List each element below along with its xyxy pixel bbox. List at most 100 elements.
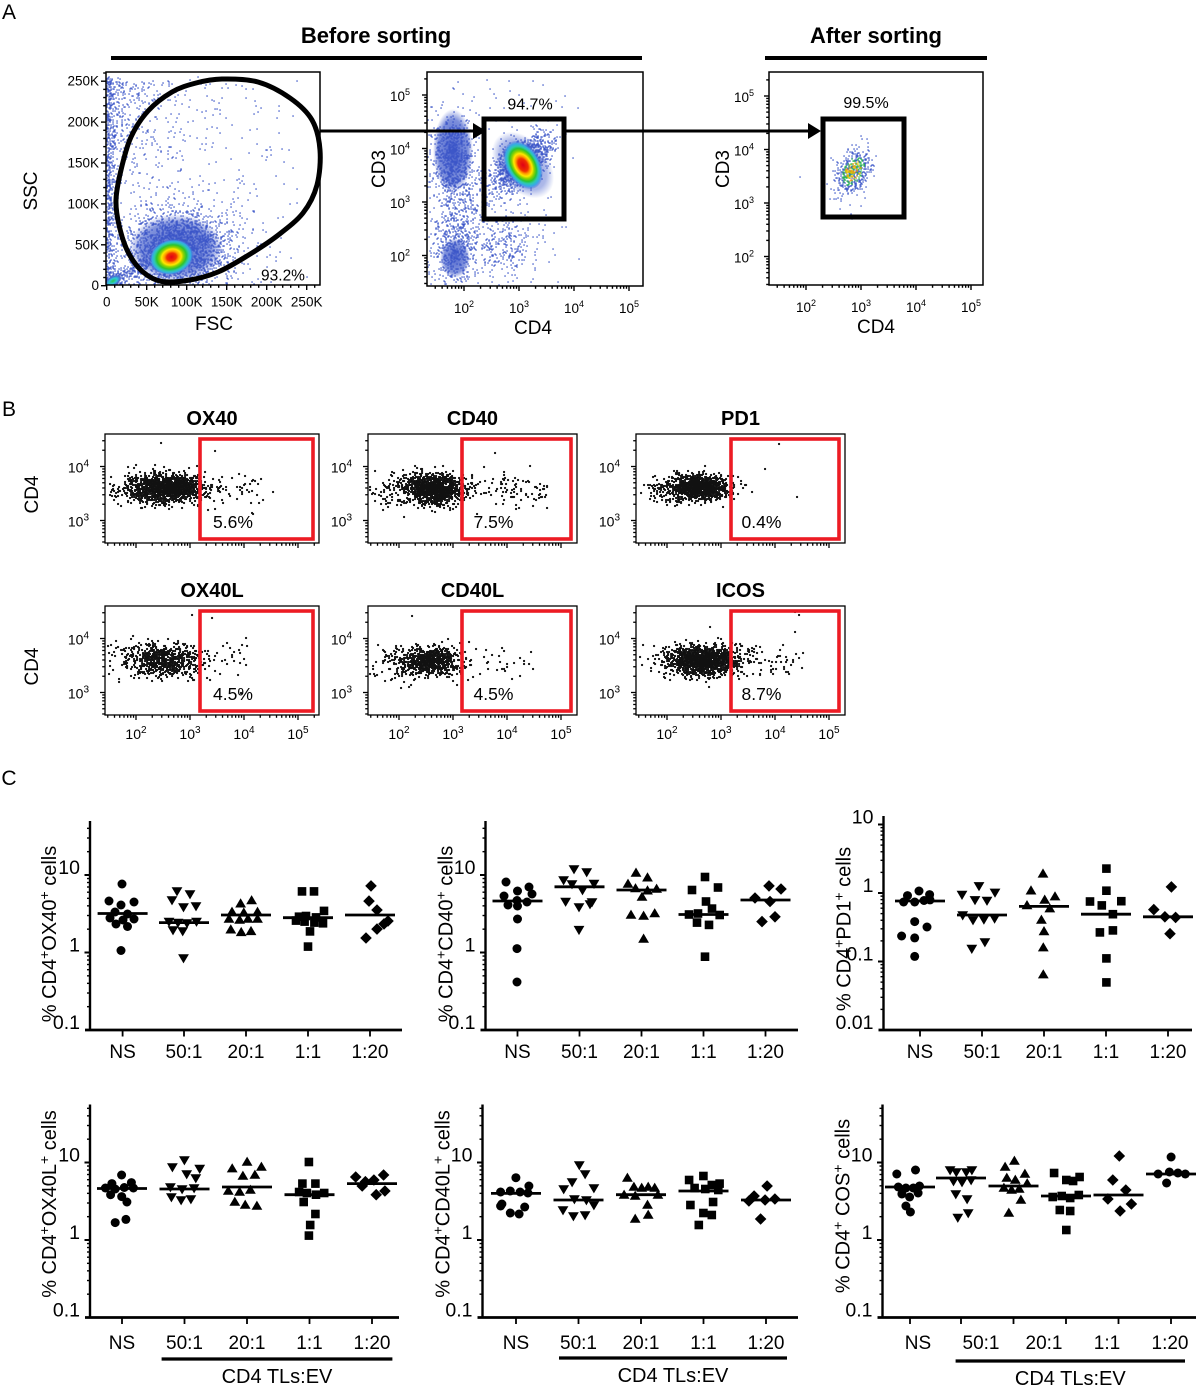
svg-text:1:1: 1:1 [296, 1333, 322, 1354]
svg-text:1:20: 1:20 [748, 1333, 785, 1354]
svg-text:Before sorting: Before sorting [301, 23, 451, 48]
svg-text:1:1: 1:1 [690, 1333, 716, 1354]
svg-text:10: 10 [852, 807, 874, 829]
svg-text:50K: 50K [75, 237, 99, 252]
svg-text:99.5%: 99.5% [843, 95, 888, 112]
svg-text:20:1: 20:1 [228, 1042, 265, 1063]
svg-text:% CD4+PD1+ cells: % CD4+PD1+ cells [831, 847, 856, 1011]
svg-text:104: 104 [906, 298, 926, 315]
svg-text:CD4: CD4 [514, 318, 552, 339]
svg-text:1: 1 [862, 1222, 873, 1244]
svg-text:CD4 TLs:EV: CD4 TLs:EV [1015, 1368, 1126, 1389]
svg-text:NS: NS [109, 1042, 135, 1063]
svg-text:% CD4+CD40L+ cells: % CD4+CD40L+ cells [430, 1110, 455, 1298]
svg-text:% CD4+OX40L+ cells: % CD4+OX40L+ cells [36, 1110, 61, 1298]
svg-text:10: 10 [851, 1145, 873, 1167]
svg-text:50:1: 50:1 [166, 1333, 203, 1354]
svg-text:0.1: 0.1 [846, 944, 873, 966]
svg-text:OX40: OX40 [186, 408, 237, 430]
svg-text:20:1: 20:1 [1026, 1333, 1063, 1354]
svg-text:CD4 TLs:EV: CD4 TLs:EV [222, 1366, 333, 1388]
svg-text:0.01: 0.01 [836, 1012, 874, 1034]
svg-text:1: 1 [69, 935, 80, 957]
svg-text:NS: NS [504, 1042, 530, 1063]
svg-text:104: 104 [564, 299, 584, 316]
svg-text:1: 1 [863, 875, 874, 897]
svg-text:100K: 100K [67, 196, 99, 211]
svg-text:0.1: 0.1 [53, 1012, 80, 1034]
svg-text:7.5%: 7.5% [474, 512, 514, 532]
svg-text:PD1: PD1 [721, 408, 760, 430]
svg-text:10: 10 [451, 1145, 473, 1167]
svg-text:CD4: CD4 [22, 475, 43, 513]
svg-text:1:1: 1:1 [295, 1042, 321, 1063]
svg-text:1:20: 1:20 [352, 1042, 389, 1063]
svg-text:50:1: 50:1 [166, 1042, 203, 1063]
svg-text:0.1: 0.1 [845, 1300, 872, 1322]
svg-text:50:1: 50:1 [964, 1042, 1001, 1063]
svg-text:1:20: 1:20 [1150, 1042, 1187, 1063]
svg-text:10: 10 [58, 857, 80, 879]
svg-text:CD4: CD4 [857, 317, 895, 338]
svg-text:CD3: CD3 [369, 150, 390, 188]
svg-text:20:1: 20:1 [623, 1042, 660, 1063]
svg-text:50K: 50K [135, 295, 159, 310]
svg-text:20:1: 20:1 [1026, 1042, 1063, 1063]
svg-text:1: 1 [465, 935, 476, 957]
svg-text:SSC: SSC [21, 171, 42, 210]
svg-text:1:1: 1:1 [690, 1042, 716, 1063]
svg-text:102: 102 [454, 299, 474, 316]
svg-text:0: 0 [103, 295, 111, 310]
svg-text:NS: NS [109, 1333, 135, 1354]
svg-text:150K: 150K [67, 156, 99, 171]
svg-text:105: 105 [619, 299, 639, 316]
svg-text:150K: 150K [211, 295, 243, 310]
svg-text:200K: 200K [251, 295, 283, 310]
svg-text:93.2%: 93.2% [261, 268, 305, 285]
svg-text:CD40: CD40 [447, 408, 498, 430]
svg-text:50:1: 50:1 [561, 1042, 598, 1063]
svg-text:% CD4+ COS+ cells: % CD4+ COS+ cells [830, 1119, 855, 1293]
svg-text:1:20: 1:20 [1152, 1333, 1189, 1354]
svg-text:10: 10 [454, 857, 476, 879]
svg-text:% CD4+OX40+ cells: % CD4+OX40+ cells [36, 846, 61, 1022]
svg-text:100K: 100K [171, 295, 203, 310]
svg-text:FSC: FSC [195, 314, 233, 335]
svg-text:103: 103 [851, 298, 871, 315]
svg-text:105: 105 [961, 298, 981, 315]
svg-text:CD3: CD3 [713, 150, 734, 188]
svg-text:20:1: 20:1 [623, 1333, 660, 1354]
svg-text:1: 1 [462, 1222, 473, 1244]
svg-text:After sorting: After sorting [810, 23, 942, 48]
svg-text:NS: NS [905, 1333, 931, 1354]
svg-text:250K: 250K [291, 295, 323, 310]
svg-text:1:20: 1:20 [354, 1333, 391, 1354]
svg-text:5.6%: 5.6% [213, 512, 253, 532]
svg-text:0: 0 [91, 278, 99, 293]
svg-text:250K: 250K [67, 74, 99, 89]
svg-text:B: B [2, 398, 16, 421]
svg-text:% CD4+CD40+ cells: % CD4+CD40+ cells [433, 846, 458, 1022]
svg-text:1:1: 1:1 [1094, 1333, 1120, 1354]
svg-text:0.4%: 0.4% [742, 512, 782, 532]
svg-text:C: C [1, 767, 16, 790]
svg-text:NS: NS [907, 1042, 933, 1063]
svg-text:94.7%: 94.7% [507, 97, 552, 114]
svg-text:0.1: 0.1 [448, 1012, 475, 1034]
svg-text:200K: 200K [67, 115, 99, 130]
svg-text:A: A [2, 1, 16, 24]
svg-text:103: 103 [509, 299, 529, 316]
svg-text:4.5%: 4.5% [213, 684, 253, 704]
svg-text:10: 10 [58, 1145, 80, 1167]
svg-text:50:1: 50:1 [560, 1333, 597, 1354]
svg-text:20:1: 20:1 [229, 1333, 266, 1354]
svg-text:0.1: 0.1 [445, 1300, 472, 1322]
svg-text:OX40L: OX40L [180, 580, 243, 602]
svg-text:CD4: CD4 [22, 647, 43, 685]
svg-text:50:1: 50:1 [963, 1333, 1000, 1354]
svg-text:CD4 TLs:EV: CD4 TLs:EV [618, 1365, 729, 1387]
svg-text:0.1: 0.1 [53, 1300, 80, 1322]
svg-text:1:20: 1:20 [747, 1042, 784, 1063]
svg-text:102: 102 [796, 298, 816, 315]
svg-text:ICOS: ICOS [716, 580, 765, 602]
